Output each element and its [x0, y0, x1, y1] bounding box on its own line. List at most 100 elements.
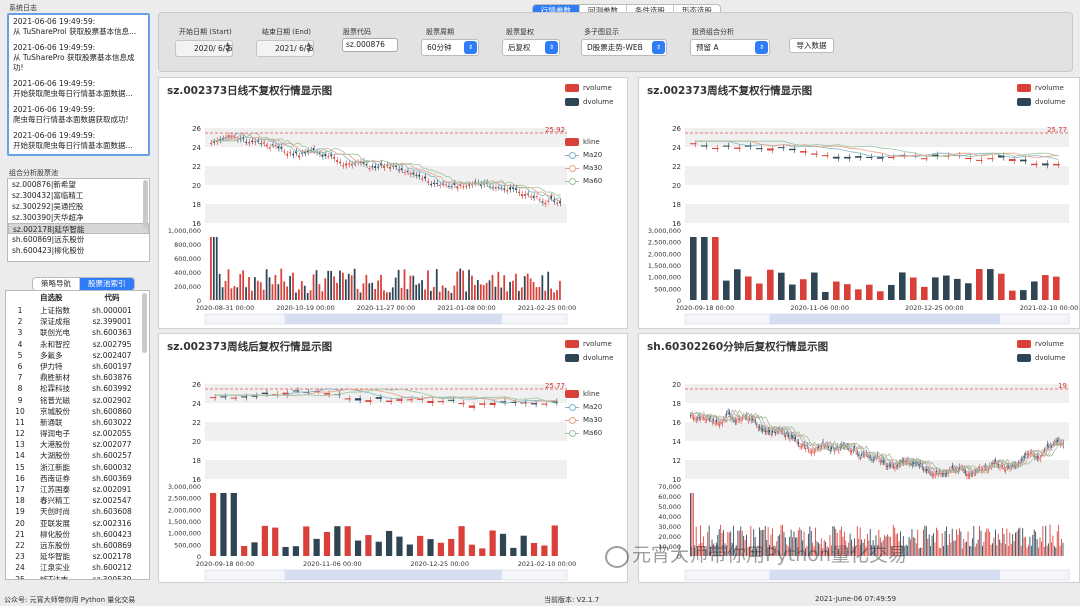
volume-bar	[770, 534, 772, 556]
price-tick-label: 20	[672, 381, 681, 389]
table-row[interactable]: 6 伊力特 sh.600197	[6, 361, 149, 372]
end-date-field[interactable]: 2021/ 6/ 6 ▲ ▼	[256, 40, 314, 57]
table-row[interactable]: 9 铭普光磁 sz.002902	[6, 395, 149, 406]
candle	[551, 401, 558, 403]
price-tick-label: 12	[672, 457, 681, 465]
table-row[interactable]: 20 亚联发展 sz.002316	[6, 518, 149, 529]
table-row[interactable]: 12 得润电子 sz.002055	[6, 428, 149, 439]
table-row[interactable]: 15 浙江新能 sh.600032	[6, 462, 149, 473]
stock-list-item[interactable]: sz.300432|富临精工	[12, 191, 84, 200]
portfolio-analysis-select[interactable]: 预留 A ⇕	[690, 39, 770, 56]
candle	[889, 464, 891, 466]
candle	[763, 428, 765, 430]
volume-bar	[210, 493, 217, 556]
volume-bar	[1022, 528, 1024, 556]
stock-list-item[interactable]: sz.002178|延华智能	[8, 223, 149, 234]
candle	[803, 444, 805, 446]
stock-list-item[interactable]: sz.300292|吴通控股	[12, 202, 84, 211]
top-tab[interactable]: 形态选股	[682, 6, 712, 15]
candle	[957, 470, 959, 472]
legend-ma20[interactable]: Ma20	[565, 151, 602, 159]
volume-bar	[700, 525, 701, 556]
legend-label: dvolume	[1035, 98, 1066, 106]
stock-list-scrollbar[interactable]	[143, 180, 148, 228]
volume-bar	[1005, 544, 1006, 556]
candle	[261, 392, 268, 394]
table-row[interactable]: 21 柳化股份 sh.600423	[6, 529, 149, 540]
candle	[233, 136, 236, 138]
legend-dvolume[interactable]: dvolume	[565, 354, 613, 362]
candle	[748, 418, 750, 420]
legend-rvolume[interactable]: rvolume	[565, 340, 612, 348]
table-row[interactable]: 24 江泉实业 sh.600212	[6, 562, 149, 573]
table-row[interactable]: 8 松霖科技 sh.603992	[6, 383, 149, 394]
legend-ma60[interactable]: Ma60	[565, 429, 602, 437]
stock-list-item[interactable]: sz.000876|新希望	[12, 180, 76, 189]
legend-rvolume[interactable]: rvolume	[1017, 340, 1064, 348]
table-row[interactable]: 25 *ST达志 sz.300530	[6, 574, 149, 580]
legend-kline[interactable]: kline	[565, 138, 600, 146]
start-date-stepper-icon[interactable]: ▲ ▼	[225, 41, 230, 54]
legend-ma30[interactable]: Ma30	[565, 416, 602, 424]
table-cell: sz.002178	[92, 552, 132, 562]
table-row[interactable]: 3 联创光电 sh.600363	[6, 327, 149, 338]
volume-bar	[859, 527, 861, 556]
table-row[interactable]: 22 远东股份 sh.600869	[6, 540, 149, 551]
watchlist-table[interactable]: 自选股 代码 1 上证指数 sh.000001 2 深证成指 sz.399001 3 联创光电 sh…	[5, 290, 150, 580]
legend-ma60[interactable]: Ma60	[565, 177, 602, 185]
table-cell: 19	[15, 507, 25, 517]
stock-list-item[interactable]: sh.600423|柳化股份	[12, 246, 85, 255]
table-row[interactable]: 10 京城股份 sh.600860	[6, 406, 149, 417]
legend-dvolume[interactable]: dvolume	[1017, 354, 1065, 362]
zoom-slider-window	[769, 570, 1000, 580]
legend-rvolume[interactable]: rvolume	[565, 84, 612, 92]
table-row[interactable]: 18 春兴精工 sz.002547	[6, 495, 149, 506]
legend-rvolume[interactable]: rvolume	[1017, 84, 1064, 92]
table-row[interactable]: 4 永和智控 sz.002795	[6, 339, 149, 350]
end-date-stepper-icon[interactable]: ▲ ▼	[306, 41, 311, 54]
volume-bar	[218, 273, 221, 300]
system-log[interactable]: 2021-06-06 19:49:59: 从 TuShareProi 获取股票基本…	[7, 13, 150, 156]
end-date-label: 结束日期 (End)	[262, 28, 311, 36]
volume-bar	[359, 292, 362, 300]
multi-chart-select[interactable]: D股票走势-WEB ⇕	[581, 39, 667, 56]
legend-dvolume[interactable]: dvolume	[565, 98, 613, 106]
stock-list-item[interactable]: sz.300390|天华超净	[12, 213, 84, 222]
candle	[712, 147, 719, 149]
start-date-field[interactable]: 2020/ 6/ 6 ▲ ▼	[175, 40, 233, 57]
top-tab[interactable]: 回测参数	[580, 5, 627, 17]
volume-bar	[353, 268, 356, 300]
volume-bar	[303, 285, 306, 300]
left-tab[interactable]: 股票池索引	[80, 278, 134, 290]
volume-bar	[759, 527, 760, 556]
stock-code-input[interactable]: sz.000876	[342, 38, 398, 52]
table-row[interactable]: 11 新通联 sh.603022	[6, 417, 149, 428]
top-tab[interactable]: 条件选股	[627, 5, 674, 17]
table-row[interactable]: 14 大湖股份 sh.600257	[6, 450, 149, 461]
table-row[interactable]: 1 上证指数 sh.000001	[6, 305, 149, 316]
legend-ma30[interactable]: Ma30	[565, 164, 602, 172]
table-row[interactable]: 7 鼎胜新材 sh.603876	[6, 372, 149, 383]
candle	[996, 463, 998, 466]
left-tab[interactable]: 策略导航	[33, 278, 80, 290]
portfolio-stock-list[interactable]: sz.000876|新希望 sz.300432|富临精工 sz.300292|吴通控…	[7, 178, 150, 262]
stock-period-select[interactable]: 60分钟 ⇕	[421, 39, 479, 56]
table-row[interactable]: 19 天创时尚 sh.603608	[6, 506, 149, 517]
import-data-button[interactable]: 导入数据	[789, 38, 834, 53]
table-row[interactable]: 16 西南证券 sh.600369	[6, 473, 149, 484]
legend-ma20[interactable]: Ma20	[565, 403, 602, 411]
stock-list-item[interactable]: sh.600869|远东股份	[12, 235, 85, 244]
table-row[interactable]: 2 深证成指 sz.399001	[6, 316, 149, 327]
legend-dvolume[interactable]: dvolume	[1017, 98, 1065, 106]
candle	[861, 453, 863, 456]
volume-bar	[853, 538, 855, 556]
table-scrollbar[interactable]	[142, 293, 147, 353]
volume-bar	[797, 530, 799, 556]
legend-kline[interactable]: kline	[565, 390, 600, 398]
table-row[interactable]: 23 延华智能 sz.002178	[6, 551, 149, 562]
table-row[interactable]: 13 大港股份 sz.002077	[6, 439, 149, 450]
table-row[interactable]: 5 多氟多 sz.002407	[6, 350, 149, 361]
stock-adjust-select[interactable]: 后复权 ⇕	[502, 39, 560, 56]
volume-bar	[415, 284, 418, 300]
table-row[interactable]: 17 江苏国泰 sz.002091	[6, 484, 149, 495]
